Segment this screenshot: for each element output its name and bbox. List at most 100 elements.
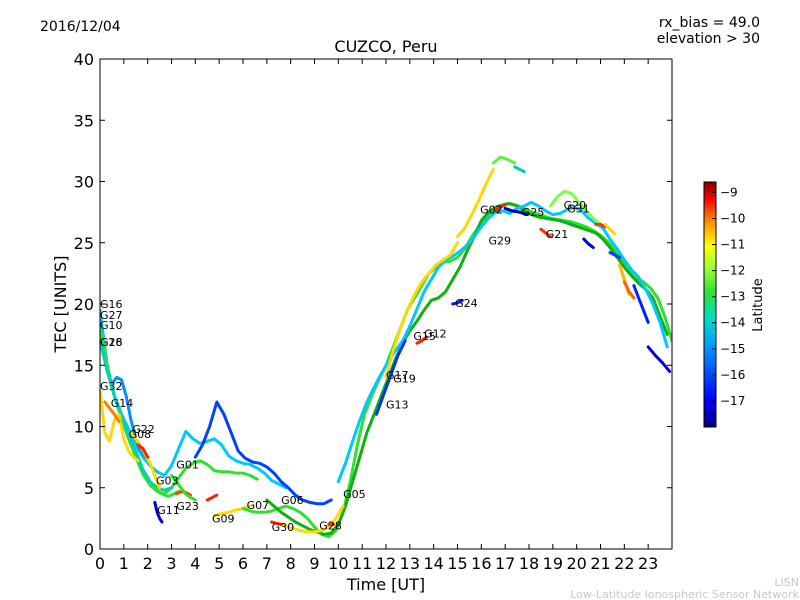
prn-label: G28 bbox=[319, 520, 342, 533]
prn-label: G22 bbox=[132, 423, 155, 436]
footer-network: Low-Latitude Ionospheric Sensor Network bbox=[570, 588, 799, 600]
x-tick-label: 19 bbox=[543, 554, 563, 573]
tec-track-17 bbox=[277, 504, 345, 534]
prn-label: G13 bbox=[386, 398, 409, 411]
y-tick-label: 35 bbox=[74, 111, 94, 130]
date-label: 2016/12/04 bbox=[40, 19, 121, 35]
prn-label: G01 bbox=[176, 459, 199, 472]
tec-track-28 bbox=[494, 203, 507, 213]
tec-track-9 bbox=[153, 486, 181, 498]
tec-track-13 bbox=[205, 493, 219, 502]
tec-track-8 bbox=[136, 443, 150, 459]
prn-label: G12 bbox=[424, 327, 447, 340]
rx-bias-label: rx_bias = 49.0 bbox=[659, 15, 760, 31]
tec-track-31 bbox=[549, 189, 602, 226]
prn-label: G14 bbox=[111, 397, 134, 410]
x-tick-label: 16 bbox=[471, 554, 491, 573]
chart-title: CUZCO, Peru bbox=[334, 37, 437, 56]
prn-label: G29 bbox=[489, 234, 512, 247]
colorbar bbox=[703, 181, 717, 428]
prn-label: G07 bbox=[247, 499, 270, 512]
x-tick-label: 0 bbox=[95, 554, 105, 573]
x-tick-label: 3 bbox=[166, 554, 176, 573]
prn-label: G20 bbox=[564, 199, 587, 212]
prn-label: G17 bbox=[386, 369, 409, 382]
colorbar-tick-label: −15 bbox=[720, 342, 745, 356]
x-tick-label: 21 bbox=[590, 554, 610, 573]
prn-label: G05 bbox=[343, 488, 366, 501]
prn-label: G30 bbox=[272, 521, 295, 534]
y-tick-label: 5 bbox=[84, 479, 94, 498]
series-layer bbox=[100, 155, 672, 539]
prn-label: G24 bbox=[455, 297, 478, 310]
tec-track-24 bbox=[451, 298, 464, 306]
tec-track-37 bbox=[622, 280, 636, 300]
tec-track-12 bbox=[170, 474, 197, 502]
plot-frame bbox=[99, 58, 673, 550]
tec-track-29 bbox=[503, 206, 529, 217]
tec-track-16 bbox=[265, 202, 669, 536]
tec-track-39 bbox=[632, 284, 650, 324]
colorbar-tick-label: −17 bbox=[720, 394, 745, 408]
colorbar-tick-label: −10 bbox=[720, 211, 745, 225]
y-tick-label: 40 bbox=[74, 50, 94, 69]
tec-track-33 bbox=[594, 222, 607, 229]
x-tick-label: 14 bbox=[423, 554, 443, 573]
tec-track-38 bbox=[646, 345, 672, 373]
prn-label: G11 bbox=[157, 504, 180, 517]
x-tick-label: 9 bbox=[309, 554, 319, 573]
tec-track-30 bbox=[539, 227, 552, 239]
prn-label: G31 bbox=[567, 202, 590, 215]
prn-label: G16 bbox=[100, 298, 123, 311]
tec-track-25 bbox=[456, 167, 495, 239]
tec-track-4 bbox=[100, 339, 173, 492]
x-tick-label: 10 bbox=[328, 554, 348, 573]
tec-track-26 bbox=[491, 155, 517, 165]
x-tick-label: 23 bbox=[638, 554, 658, 573]
prn-label: G23 bbox=[176, 500, 199, 513]
y-axis-label: TEC [UNITS] bbox=[51, 256, 70, 354]
x-tick-label: 22 bbox=[614, 554, 634, 573]
prn-label: G09 bbox=[212, 512, 235, 525]
prn-label: G19 bbox=[393, 373, 416, 386]
tec-track-35 bbox=[608, 251, 622, 259]
colorbar-tick-label: −14 bbox=[720, 316, 745, 330]
tec-track-1 bbox=[193, 400, 333, 506]
prn-label: G27 bbox=[100, 309, 123, 322]
x-tick-label: 11 bbox=[352, 554, 372, 573]
y-tick-label: 0 bbox=[84, 540, 94, 559]
prn-label: G06 bbox=[281, 494, 304, 507]
tec-track-23 bbox=[415, 335, 428, 345]
prn-label: G03 bbox=[156, 474, 179, 487]
colorbar-tick-label: −12 bbox=[720, 264, 745, 278]
x-tick-label: 8 bbox=[286, 554, 296, 573]
y-tick-label: 25 bbox=[74, 234, 94, 253]
tec-track-27 bbox=[513, 165, 526, 174]
colorbar-ticks: −9 −10 −11 −12 −13 −14 −15 −16 −17 bbox=[712, 185, 745, 408]
tec-track-18 bbox=[270, 520, 283, 526]
tec-track-21 bbox=[375, 339, 407, 416]
x-tick-label: 18 bbox=[519, 554, 539, 573]
x-tick-label: 7 bbox=[262, 554, 272, 573]
x-tick-label: 2 bbox=[143, 554, 153, 573]
prn-label: G10 bbox=[100, 319, 123, 332]
colorbar-tick-label: −16 bbox=[720, 368, 745, 382]
tec-track-22 bbox=[384, 241, 459, 379]
prn-label: G25 bbox=[522, 206, 545, 219]
x-tick-label: 15 bbox=[447, 554, 467, 573]
x-tick-label: 5 bbox=[214, 554, 224, 573]
prn-label: G15 bbox=[413, 330, 436, 343]
colorbar-label: Latitude bbox=[751, 278, 766, 332]
prn-label: G18 bbox=[100, 336, 123, 349]
x-tick-label: 6 bbox=[238, 554, 248, 573]
tec-track-2 bbox=[110, 376, 147, 459]
x-axis: 0 1 2 3 4 5 6 7 8 9 10 11 12 13 14 15 16 17 18 19 20 21 22 23 bbox=[95, 59, 658, 573]
prn-label: G08 bbox=[129, 428, 152, 441]
x-tick-label: 20 bbox=[566, 554, 586, 573]
tec-track-10 bbox=[153, 500, 164, 524]
y-axis: 0 5 10 15 20 25 30 35 40 bbox=[74, 50, 672, 559]
prn-label: G32 bbox=[100, 380, 123, 393]
colorbar-tick-label: −13 bbox=[720, 290, 745, 304]
